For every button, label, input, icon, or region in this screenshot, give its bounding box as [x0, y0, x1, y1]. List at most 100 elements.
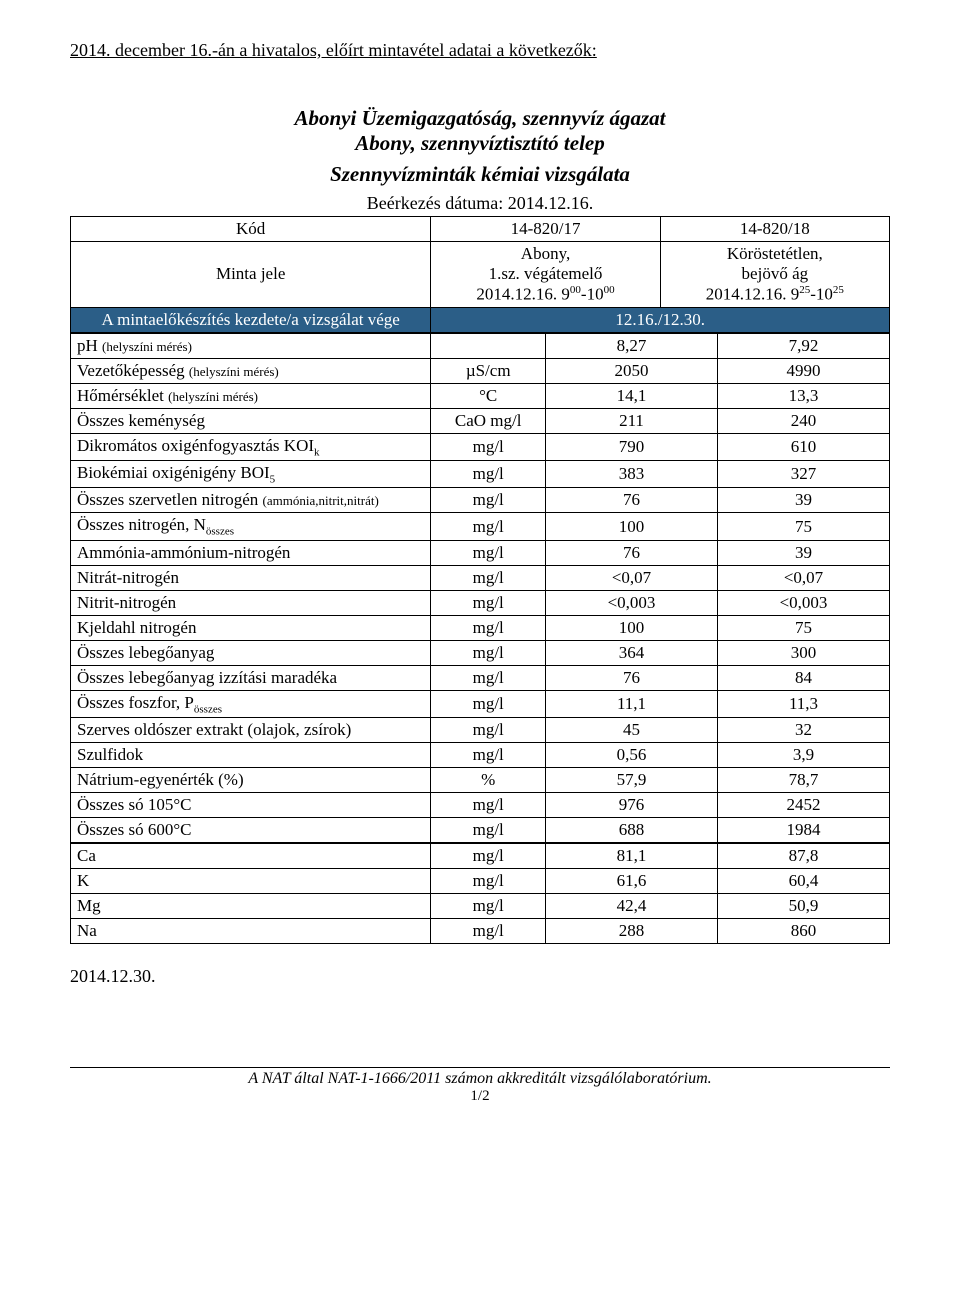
unit-cell: mg/l [431, 615, 546, 640]
table-row: Dikromátos oxigénfogyasztás KOIkmg/l7906… [71, 433, 890, 460]
value-col-2: 39 [718, 540, 890, 565]
value-col-1: 42,4 [546, 894, 718, 919]
table-row: Kmg/l61,660,4 [71, 869, 890, 894]
table-row: Összes lebegőanyagmg/l364300 [71, 640, 890, 665]
param-cell: Összes nitrogén, Nösszes [71, 513, 431, 540]
param-cell: Nitrit-nitrogén [71, 590, 431, 615]
value-col-1: 2050 [546, 358, 718, 383]
param-cell: Hőmérséklet (helyszíni mérés) [71, 383, 431, 408]
value-col-1: 81,1 [546, 844, 718, 869]
header-line-3: Szennyvízminták kémiai vizsgálata [70, 162, 890, 187]
value-col-2: 860 [718, 919, 890, 944]
header-block: Abonyi Üzemigazgatóság, szennyvíz ágazat… [70, 106, 890, 187]
unit-cell: mg/l [431, 461, 546, 488]
table-row: Összes nitrogén, Nösszesmg/l10075 [71, 513, 890, 540]
param-cell: Vezetőképesség (helyszíni mérés) [71, 358, 431, 383]
meta-row-prep: A mintaelőkészítés kezdete/a vizsgálat v… [71, 307, 890, 332]
param-cell: Ammónia-ammónium-nitrogén [71, 540, 431, 565]
meta-row-kod: Kód 14-820/17 14-820/18 [71, 217, 890, 242]
table-row: Összes foszfor, Pösszesmg/l11,111,3 [71, 690, 890, 717]
value-col-2: 610 [718, 433, 890, 460]
meta-label-prep: A mintaelőkészítés kezdete/a vizsgálat v… [71, 307, 431, 332]
minta-c1-line3-pre: 2014.12.16. 9 [476, 285, 570, 304]
value-col-2: 11,3 [718, 690, 890, 717]
value-col-2: 50,9 [718, 894, 890, 919]
param-cell: Nátrium-egyenérték (%) [71, 768, 431, 793]
value-col-1: 57,9 [546, 768, 718, 793]
unit-cell: mg/l [431, 743, 546, 768]
value-col-2: 7,92 [718, 333, 890, 358]
unit-cell: mg/l [431, 894, 546, 919]
value-col-2: 87,8 [718, 844, 890, 869]
value-col-1: 288 [546, 919, 718, 944]
value-col-2: 60,4 [718, 869, 890, 894]
unit-cell: mg/l [431, 488, 546, 513]
unit-cell: mg/l [431, 869, 546, 894]
param-cell: Ca [71, 844, 431, 869]
table-row: Ammónia-ammónium-nitrogénmg/l7639 [71, 540, 890, 565]
unit-cell: mg/l [431, 640, 546, 665]
table-row: Mgmg/l42,450,9 [71, 894, 890, 919]
header-line-1: Abonyi Üzemigazgatóság, szennyvíz ágazat [70, 106, 890, 131]
value-col-2: 240 [718, 408, 890, 433]
value-col-2: 327 [718, 461, 890, 488]
page: 2014. december 16.-án a hivatalos, előír… [0, 0, 960, 1125]
meta-kod-c2: 14-820/18 [660, 217, 889, 242]
value-col-2: <0,07 [718, 565, 890, 590]
table-row: Camg/l81,187,8 [71, 844, 890, 869]
minta-c1-line2: 1.sz. végátemelő [489, 264, 603, 283]
table-row: Hőmérséklet (helyszíni mérés)°C14,113,3 [71, 383, 890, 408]
value-col-1: 11,1 [546, 690, 718, 717]
intro-text: 2014. december 16.-án a hivatalos, előír… [70, 40, 890, 61]
param-cell: Kjeldahl nitrogén [71, 615, 431, 640]
param-cell: K [71, 869, 431, 894]
value-col-1: 76 [546, 665, 718, 690]
header-line-2: Abony, szennyvíztisztító telep [70, 131, 890, 156]
value-col-1: 211 [546, 408, 718, 433]
minta-c1-sup1: 00 [570, 284, 581, 296]
value-col-2: 39 [718, 488, 890, 513]
value-col-1: 61,6 [546, 869, 718, 894]
unit-cell: mg/l [431, 590, 546, 615]
meta-kod-c1: 14-820/17 [431, 217, 660, 242]
param-cell: Összes lebegőanyag izzítási maradéka [71, 665, 431, 690]
mini-table: Camg/l81,187,8Kmg/l61,660,4Mgmg/l42,450,… [70, 843, 890, 944]
param-cell: Összes foszfor, Pösszes [71, 690, 431, 717]
param-cell: Összes só 600°C [71, 818, 431, 843]
value-col-1: 976 [546, 793, 718, 818]
table-row: Namg/l288860 [71, 919, 890, 944]
table-row: pH (helyszíni mérés)8,277,92 [71, 333, 890, 358]
unit-cell: mg/l [431, 540, 546, 565]
unit-cell: CaO mg/l [431, 408, 546, 433]
unit-cell: mg/l [431, 919, 546, 944]
minta-c2-line2: bejövő ág [742, 264, 809, 283]
param-cell: pH (helyszíni mérés) [71, 333, 431, 358]
value-col-1: 76 [546, 540, 718, 565]
meta-minta-c2: Köröstetétlen, bejövő ág 2014.12.16. 925… [660, 242, 889, 308]
value-col-1: 383 [546, 461, 718, 488]
param-cell: Összes szervetlen nitrogén (ammónia,nitr… [71, 488, 431, 513]
unit-cell: µS/cm [431, 358, 546, 383]
table-row: Szulfidokmg/l0,563,9 [71, 743, 890, 768]
param-cell: Szulfidok [71, 743, 431, 768]
minta-c2-sup1: 25 [799, 284, 810, 296]
param-cell: Nitrát-nitrogén [71, 565, 431, 590]
data-table: pH (helyszíni mérés)8,277,92Vezetőképess… [70, 333, 890, 844]
value-col-2: 75 [718, 615, 890, 640]
unit-cell: % [431, 768, 546, 793]
param-cell: Szerves oldószer extrakt (olajok, zsírok… [71, 718, 431, 743]
value-col-1: 76 [546, 488, 718, 513]
meta-label-minta: Minta jele [71, 242, 431, 308]
unit-cell: mg/l [431, 818, 546, 843]
table-row: Összes szervetlen nitrogén (ammónia,nitr… [71, 488, 890, 513]
value-col-2: 1984 [718, 818, 890, 843]
footer: A NAT által NAT-1-1666/2011 számon akkre… [70, 1067, 890, 1105]
arrival-date: Beérkezés dátuma: 2014.12.16. [70, 193, 890, 214]
value-col-2: 75 [718, 513, 890, 540]
value-col-2: <0,003 [718, 590, 890, 615]
unit-cell: mg/l [431, 433, 546, 460]
minta-c1-mid: -10 [581, 285, 604, 304]
table-row: Összes keménységCaO mg/l211240 [71, 408, 890, 433]
unit-cell: mg/l [431, 665, 546, 690]
unit-cell: mg/l [431, 565, 546, 590]
